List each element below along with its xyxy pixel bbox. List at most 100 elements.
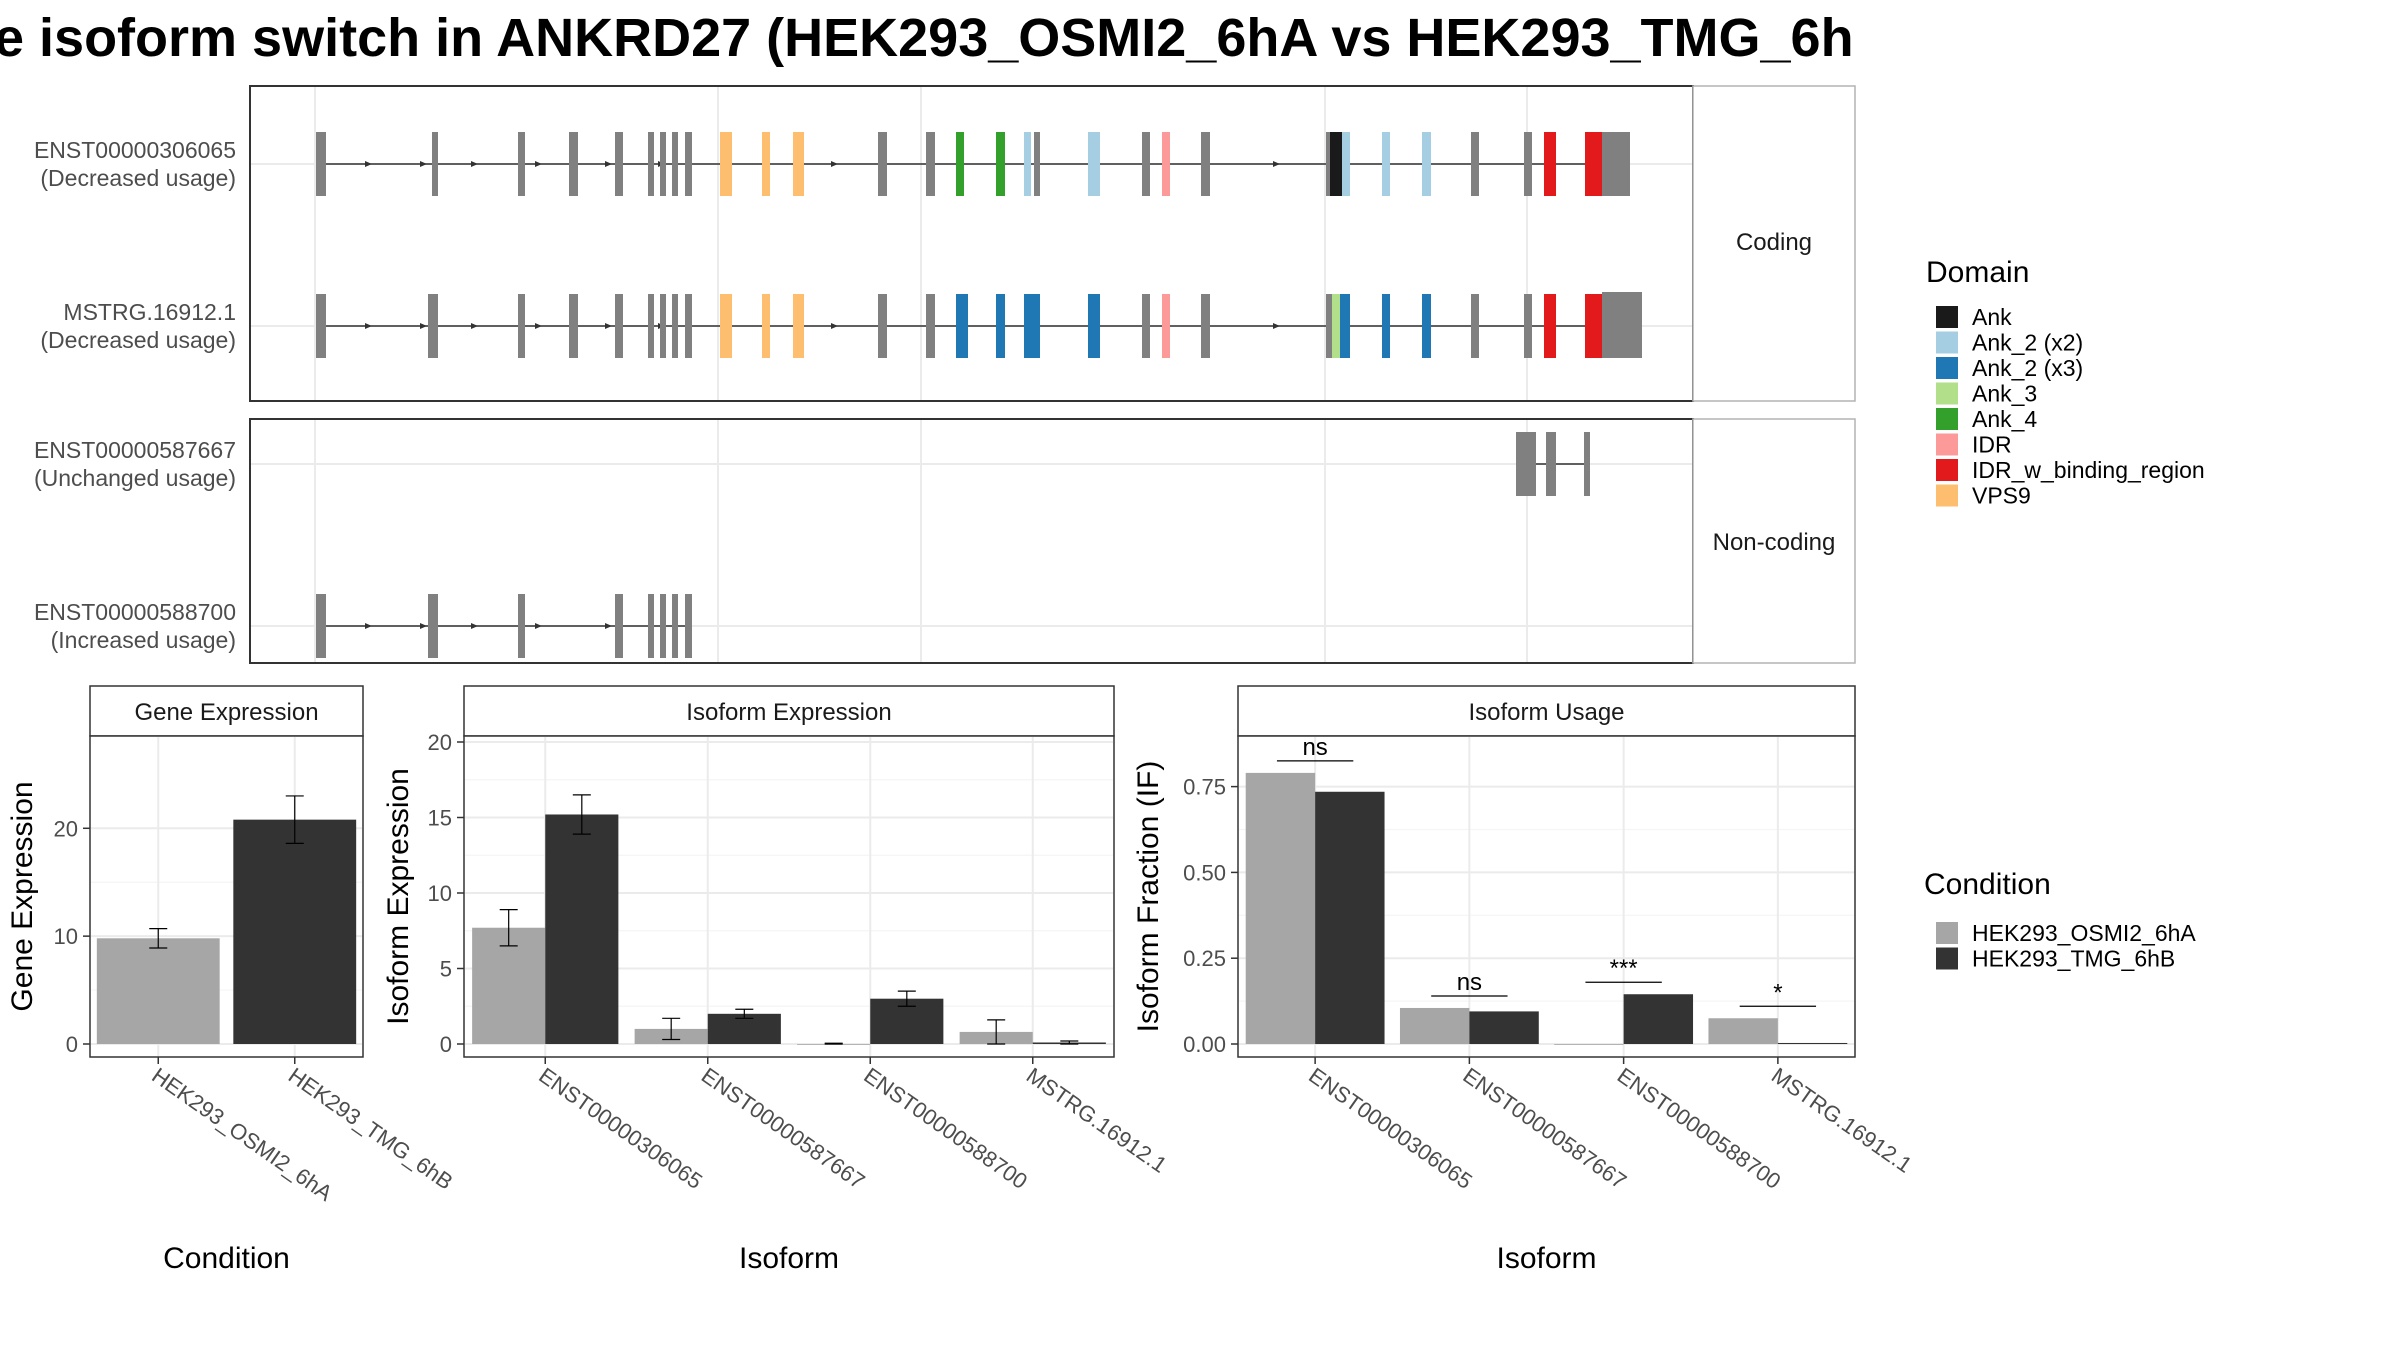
- transcript-track: [1516, 432, 1590, 496]
- x-tick-label: ENST00000587667: [1459, 1063, 1632, 1194]
- transcript-usage-label: (Decreased usage): [40, 165, 236, 191]
- bar: [233, 819, 357, 1044]
- y-tick-label: 10: [54, 924, 78, 949]
- direction-arrow: [420, 323, 427, 329]
- y-tick-label: 15: [428, 806, 452, 831]
- y-tick-label: 0: [440, 1032, 452, 1057]
- exon: [615, 294, 623, 358]
- domain-exon: [1340, 294, 1350, 358]
- domain-legend-title: Domain: [1926, 256, 2029, 289]
- exon: [432, 132, 438, 196]
- direction-arrow: [605, 323, 612, 329]
- exon: [1471, 132, 1479, 196]
- exon: [672, 132, 678, 196]
- bar: [1399, 1007, 1470, 1044]
- domain-legend-swatch: [1936, 382, 1958, 405]
- domain-exon: [996, 132, 1005, 196]
- direction-arrow: [831, 323, 838, 329]
- bar: [1245, 772, 1316, 1044]
- direction-arrow: [831, 161, 838, 167]
- exon: [1034, 132, 1040, 196]
- domain-exon: [793, 294, 804, 358]
- domain-legend-label: Ank_2 (x2): [1972, 330, 2083, 356]
- exon: [569, 294, 578, 358]
- domain-legend-swatch: [1936, 357, 1958, 379]
- transcript-usage-label: (Increased usage): [51, 627, 236, 653]
- isoform-usage-panel: Isoform Usage 0.00 0.25 0.50 0.75 ns ENST00000…: [1132, 685, 1917, 1275]
- transcript-id-label: MSTRG.16912.1: [63, 299, 236, 325]
- transcript-usage-label: (Decreased usage): [40, 327, 236, 353]
- domain-exon: [720, 294, 732, 358]
- domain-exon: [1162, 294, 1170, 358]
- facet-strip: [1237, 685, 1856, 737]
- exon: [660, 132, 666, 196]
- domain-legend-label: Ank: [1972, 304, 2012, 330]
- exon: [672, 594, 678, 658]
- transcript-id-label: ENST00000306065: [34, 137, 236, 163]
- domain-legend-swatch: [1936, 433, 1958, 456]
- exon: [1546, 432, 1556, 496]
- x-tick-label: ENST00000588700: [1613, 1063, 1786, 1194]
- transcript-structure-panel: Coding Non-coding ENST00000306065(Decrea…: [34, 85, 1856, 664]
- bar: [545, 814, 619, 1044]
- direction-arrow: [535, 623, 542, 629]
- domain-exon: [1024, 294, 1040, 358]
- noncoding-strip-label: Non-coding: [1713, 529, 1836, 556]
- exon: [518, 294, 525, 358]
- domain-legend-label: Ank_4: [1972, 406, 2037, 432]
- direction-arrow: [1273, 161, 1280, 167]
- y-tick-label: 0: [66, 1032, 78, 1057]
- exon: [428, 294, 438, 358]
- domain-exon: [793, 132, 804, 196]
- domain-exon: [1088, 294, 1100, 358]
- transcript-id-label: ENST00000587667: [34, 437, 236, 463]
- exon: [926, 294, 935, 358]
- direction-arrow: [420, 161, 427, 167]
- domain-exon: [1342, 132, 1350, 196]
- exon: [878, 132, 887, 196]
- direction-arrow: [471, 161, 478, 167]
- direction-arrow: [365, 323, 372, 329]
- x-tick-label: ENST00000306065: [534, 1063, 707, 1194]
- x-axis-title: Condition: [163, 1242, 290, 1275]
- transcript-usage-label: (Unchanged usage): [34, 465, 236, 491]
- domain-legend-label: IDR: [1972, 432, 2012, 458]
- exon: [878, 294, 887, 358]
- domain-exon: [762, 294, 770, 358]
- direction-arrow: [420, 623, 427, 629]
- y-axis-title: Gene Expression: [6, 781, 39, 1011]
- domain-legend-label: Ank_3: [1972, 381, 2037, 407]
- domain-exon: [1162, 132, 1170, 196]
- noncoding-strip: [1692, 418, 1856, 664]
- significance-label: ns: [1457, 969, 1482, 996]
- exon: [518, 132, 525, 196]
- domain-legend-label: VPS9: [1972, 483, 2031, 509]
- gene-expression-panel: Gene Expression01020HEK293_OSMI2_6hAHEK2…: [6, 685, 457, 1275]
- domain-exon: [1422, 294, 1431, 358]
- bar: [1623, 994, 1694, 1044]
- domain-exon: [956, 132, 964, 196]
- exon: [660, 594, 666, 658]
- direction-arrow: [605, 161, 612, 167]
- x-tick-label: MSTRG.16912.1: [1767, 1063, 1917, 1178]
- domain-legend-label: IDR_w_binding_region: [1972, 457, 2205, 483]
- domain-legend-swatch: [1936, 306, 1958, 328]
- exon: [1471, 294, 1479, 358]
- y-axis-title: Isoform Expression: [382, 768, 415, 1025]
- domain-exon: [1585, 132, 1602, 196]
- condition-legend-swatch: [1936, 922, 1958, 944]
- domain-exon: [1024, 132, 1031, 196]
- y-tick-label: 0.00: [1183, 1032, 1226, 1057]
- isoform-expression-panel: Isoform Expression 0 5 10 15 20 ENST0000030606…: [382, 685, 1172, 1275]
- exon: [1142, 132, 1150, 196]
- x-tick-label: ENST00000588700: [859, 1063, 1032, 1194]
- direction-arrow: [365, 623, 372, 629]
- y-tick-label: 5: [440, 957, 452, 982]
- direction-arrow: [535, 161, 542, 167]
- significance-label: ns: [1302, 734, 1327, 761]
- direction-arrow: [1273, 323, 1280, 329]
- x-tick-label: MSTRG.16912.1: [1022, 1063, 1172, 1178]
